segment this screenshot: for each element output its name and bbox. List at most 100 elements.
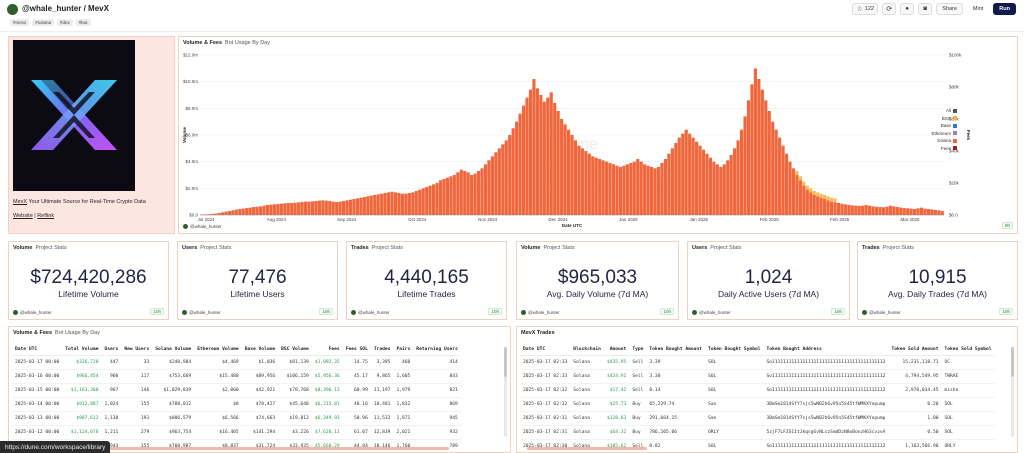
x-tick-label: Dec 2024 <box>548 217 568 222</box>
table-row[interactable]: 2025-03-15 00:00 $1,163,300 967 146 $1,029,8… <box>12 383 461 398</box>
column-header[interactable]: Fees <box>311 344 343 356</box>
table-row[interactable]: 2025-03-13 00:00 $987,612 1,138 193 $806,579… <box>12 411 461 426</box>
legend-item[interactable]: Base <box>941 123 957 128</box>
column-header[interactable]: Users <box>101 344 122 356</box>
dashboard-header: @whale_hunter / MevX #mevx #solana #dex … <box>0 0 1024 32</box>
table-scrollbar[interactable] <box>1011 347 1014 437</box>
mevx-link[interactable]: MevX <box>13 199 28 205</box>
table-scrollbar[interactable] <box>504 347 507 437</box>
legend-item[interactable]: Solana <box>937 138 957 143</box>
volume-bar <box>618 167 623 215</box>
legend-item[interactable]: Fees <box>941 146 957 151</box>
author-avatar[interactable] <box>7 4 18 15</box>
volume-bar <box>760 89 764 215</box>
table-cell: SOL <box>941 397 995 412</box>
table-row[interactable]: 2025-03-14 00:00 $912,887 1,024 155 $788,012… <box>12 397 461 412</box>
volume-bar-chart[interactable]: $0.0 $2.0m $4.0m $6.0m $8.0m $10.0m $12.0m $0.0… <box>179 37 1019 235</box>
table-row[interactable]: 2025-03-17 02:30 Solana $105.62 Sell 0.82 SOL… <box>520 439 995 452</box>
column-header[interactable]: Trades <box>370 344 394 356</box>
column-header[interactable]: BSC Volume <box>278 344 312 356</box>
column-header[interactable]: Date UTC <box>12 344 63 356</box>
table-cell: 1,163,566.90 <box>888 439 942 452</box>
refresh-button[interactable]: ⟳ <box>882 3 897 15</box>
mint-button[interactable]: Mint <box>966 3 990 15</box>
table-row[interactable]: 2025-03-12 00:00 $1,124,076 1,211 279 $963,7… <box>12 425 461 440</box>
column-header[interactable]: Base Volume <box>241 344 279 356</box>
counter-owner[interactable]: @whale_hunter <box>182 310 221 315</box>
column-header[interactable]: Token Bought Address <box>763 344 889 356</box>
table-row[interactable]: 2025-03-17 02:32 Solana $25.73 Buy 65,229.74… <box>520 397 995 412</box>
table-cell: $6,349.93 <box>311 411 343 426</box>
column-header[interactable]: Token Bought Symbol <box>704 344 764 356</box>
volume-bar <box>937 210 941 215</box>
column-header[interactable]: Token Sold Symbol <box>941 344 995 356</box>
table-cell: $8 <box>194 397 242 412</box>
table-cell: 960 <box>101 369 122 384</box>
volume-bar <box>778 137 782 215</box>
table-cell: $16,405 <box>194 425 242 440</box>
table-horizontal-scrollbar[interactable] <box>527 447 647 450</box>
tag[interactable]: #dex <box>57 19 73 26</box>
table-row[interactable]: 2025-03-16 00:00 $966,454 960 117 $753,669 $1… <box>12 369 461 384</box>
volume-bar <box>227 211 231 215</box>
run-button[interactable]: Run <box>993 3 1016 15</box>
tag[interactable]: #mevx <box>10 19 30 26</box>
table-row[interactable]: 2025-03-17 02:32 Solana $17.42 Sell 0.14 SOL S… <box>520 383 995 398</box>
share-button[interactable]: Share <box>936 3 963 15</box>
table-cell: 2,970,034.45 <box>888 383 942 398</box>
column-header[interactable]: Amount <box>603 344 630 356</box>
column-header[interactable]: Solana Volume <box>152 344 195 356</box>
column-header[interactable]: Total Volume <box>62 344 102 356</box>
table-row[interactable]: 2025-03-17 02:33 Solana $435.95 Sell 3.39 SOL… <box>520 355 995 370</box>
column-header[interactable]: Returning Users <box>413 344 461 356</box>
volume-bar <box>438 180 443 215</box>
camera-button[interactable]: ◙ <box>918 3 933 15</box>
chart-owner[interactable]: @whale_hunter <box>183 224 222 229</box>
volume-bar <box>750 84 754 215</box>
table-row[interactable]: 2025-03-17 02:31 Solana $128.63 Buy 291,664.… <box>520 411 995 426</box>
reflink-link[interactable]: Reflink <box>37 213 55 219</box>
table-row[interactable]: 2025-03-17 02:33 Solana $424.91 Sell 3.30 SOL… <box>520 369 995 384</box>
counter-title-text: Users <box>182 245 198 251</box>
owner-name: @whale_hunter <box>528 310 560 315</box>
tag[interactable]: #bot <box>75 19 91 26</box>
github-button[interactable]: ● <box>900 3 915 15</box>
legend-item[interactable]: Ethereum <box>931 131 957 136</box>
column-header[interactable]: Fees SOL <box>342 344 371 356</box>
counter-owner[interactable]: @whale_hunter <box>862 310 901 315</box>
column-header[interactable]: Token Sold Amount <box>888 344 942 356</box>
counter-owner[interactable]: @whale_hunter <box>13 310 52 315</box>
table-cell: 414 <box>413 355 461 370</box>
star-button[interactable]: ☆ 122 <box>852 3 879 15</box>
counter-owner[interactable]: @whale_hunter <box>351 310 390 315</box>
column-header[interactable]: Ethereum Volume <box>194 344 242 356</box>
volume-bar <box>708 157 712 215</box>
column-header[interactable]: Date UTC <box>520 344 571 356</box>
table-row[interactable]: 2025-03-17 02:31 Solana $64.32 Buy 786,105.0… <box>520 425 995 440</box>
volume-bar <box>573 140 578 215</box>
website-link[interactable]: Website <box>13 213 33 219</box>
volume-bar <box>819 197 823 215</box>
x-axis-label: Date UTC <box>562 223 583 228</box>
volume-bar <box>310 201 315 215</box>
table-cell: $912,887 <box>62 397 102 412</box>
counter-owner[interactable]: @whale_hunter <box>692 310 731 315</box>
column-header[interactable]: Pairs <box>393 344 414 356</box>
legend-item[interactable]: BSC <box>942 116 957 121</box>
table-row[interactable]: 2025-03-17 00:00 $326,720 447 33 $240,984 $4,… <box>12 355 461 370</box>
column-header[interactable]: Token Bought Amount <box>646 344 705 356</box>
legend-item[interactable]: All <box>946 108 957 113</box>
tag[interactable]: #solana <box>32 19 55 26</box>
table-horizontal-scrollbar[interactable] <box>19 447 449 450</box>
table-cell: So11111111111111111111111111111111111111… <box>763 439 889 452</box>
volume-bar <box>248 207 252 215</box>
volume-bar <box>670 148 674 215</box>
volume-bar <box>501 144 505 215</box>
bsc-bar <box>833 198 837 203</box>
column-header[interactable]: Blockchain <box>570 344 604 356</box>
counter-label: Lifetime Trades <box>397 289 456 299</box>
column-header[interactable]: New Users <box>121 344 153 356</box>
table-cell: 5zjF7LFZS11tJkqsgGvNLszSmdDzN8oBonzH63cv… <box>763 425 889 440</box>
column-header[interactable]: Type <box>629 344 647 356</box>
counter-owner[interactable]: @whale_hunter <box>521 310 560 315</box>
